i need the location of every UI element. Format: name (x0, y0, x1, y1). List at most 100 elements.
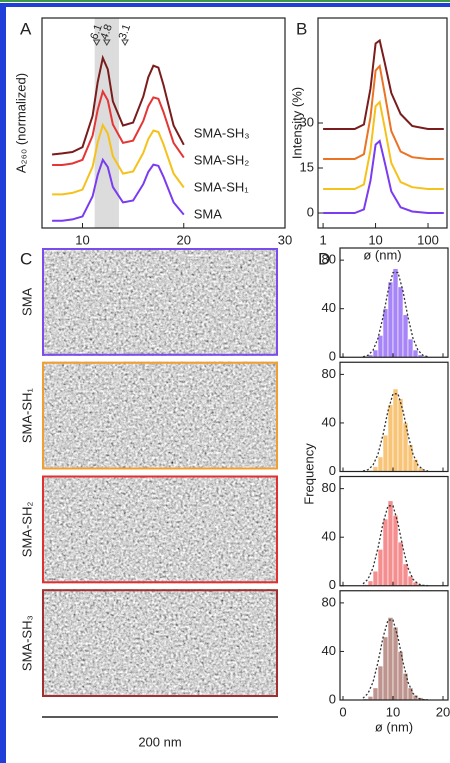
x-tick-label: 20 (436, 704, 450, 719)
histogram-bar (372, 687, 379, 701)
histogram-bar (392, 515, 399, 587)
series-line (323, 99, 444, 190)
panel-letter: C (20, 249, 32, 268)
y-tick-label: 0 (329, 463, 336, 478)
histogram-bar (397, 398, 404, 472)
y-tick-label: 0 (329, 577, 336, 592)
sample-label: SMA-SH₂ (19, 502, 34, 558)
histogram-bar (392, 268, 399, 358)
y-tick-label: 30 (300, 114, 314, 129)
frame-left (0, 3, 6, 763)
x-tick-label: 10 (386, 704, 400, 719)
histogram-bar (392, 388, 399, 472)
series-label: SMA-SH₁ (194, 179, 250, 194)
series-label: SMA (194, 206, 223, 221)
series-label: SMA-SH₂ (194, 152, 250, 167)
annotation-marker (92, 39, 101, 46)
series-line (51, 54, 185, 156)
series-label: SMA-SH₃ (194, 125, 250, 140)
series-line (323, 63, 444, 160)
annotation-label: 3.1 (117, 23, 134, 41)
y-tick-label: 80 (322, 594, 336, 609)
frame-top (0, 3, 450, 7)
series-line (52, 88, 185, 166)
y-tick-label: 80 (322, 480, 336, 495)
y-tick-label: 40 (322, 643, 336, 658)
histogram-bar (392, 626, 399, 701)
annotation-label: 6.1 (88, 23, 105, 41)
histogram-bar (397, 541, 404, 587)
panel-letter: B (296, 19, 307, 38)
y-tick-label: 40 (322, 529, 336, 544)
y-tick-label: 15 (300, 159, 314, 174)
histogram-bar (382, 636, 389, 701)
x-tick-label: 30 (278, 232, 292, 247)
x-tick-label: 1 (319, 232, 326, 247)
histogram-bar (372, 570, 379, 587)
histogram-bar (372, 349, 379, 358)
histogram-bar (367, 580, 374, 587)
y-tick-label: 40 (322, 414, 336, 429)
panel-letter: A (20, 19, 32, 38)
histogram-bar (402, 563, 409, 587)
histogram-bar (397, 286, 404, 358)
histogram-bar (377, 549, 384, 587)
histogram-bar (402, 314, 409, 358)
annotation-marker (102, 39, 111, 46)
y-tick-label: 80 (322, 366, 336, 381)
x-axis-label: ø (nm) (363, 247, 401, 262)
y-axis-label: Frequency (301, 443, 316, 505)
y-axis-label: Intensity (%) (289, 87, 304, 159)
histogram-bar (377, 665, 384, 701)
histogram-bar (387, 281, 394, 358)
histogram-bar (382, 518, 389, 587)
tem-image (42, 248, 278, 356)
series-line (52, 157, 185, 222)
annotation-label: 4.8 (98, 23, 115, 41)
histogram-bar (382, 434, 389, 472)
plot-frame (339, 475, 449, 587)
y-tick-label: 0 (329, 349, 336, 364)
histogram-bar (407, 575, 414, 587)
tem-border (42, 589, 278, 697)
fit-curve (362, 393, 429, 472)
fit-curve (362, 619, 429, 701)
plot-frame (41, 17, 286, 229)
plot-frame (339, 247, 449, 358)
x-axis-label: ø (nm) (375, 719, 413, 734)
histogram-bar (377, 456, 384, 472)
histogram-bar (372, 466, 379, 472)
top-rule (0, 0, 450, 2)
y-tick-label: 80 (322, 252, 336, 267)
panel-letter: D (318, 249, 330, 268)
y-axis-label: A₂₆₀ (normalized) (13, 73, 28, 173)
tem-image (42, 589, 278, 697)
tem-border (42, 475, 278, 584)
y-tick-label: 40 (322, 300, 336, 315)
histogram-bar (407, 687, 414, 701)
histogram-bar (407, 338, 414, 358)
y-tick-label: 0 (329, 691, 336, 706)
plot-frame (339, 590, 449, 701)
sample-label: SMA (19, 287, 34, 316)
sample-label: SMA-SH₁ (19, 388, 34, 444)
shaded-region (94, 18, 119, 228)
tem-border (42, 361, 278, 470)
fit-curve (362, 271, 429, 358)
plot-frame (339, 361, 449, 473)
histogram-bar (387, 404, 394, 472)
tem-image (42, 361, 278, 470)
x-tick-label: 20 (177, 232, 191, 247)
tem-border (42, 248, 278, 356)
histogram-bar (402, 672, 409, 701)
annotation-marker (121, 39, 129, 46)
scale-bar-label: 200 nm (138, 734, 181, 749)
histogram-bar (377, 335, 384, 358)
x-tick-label: 10 (75, 232, 89, 247)
histogram-bar (412, 349, 419, 358)
tem-image (42, 475, 278, 584)
series-line (323, 38, 444, 130)
x-tick-label: 0 (339, 704, 346, 719)
x-tick-label: 100 (417, 232, 439, 247)
